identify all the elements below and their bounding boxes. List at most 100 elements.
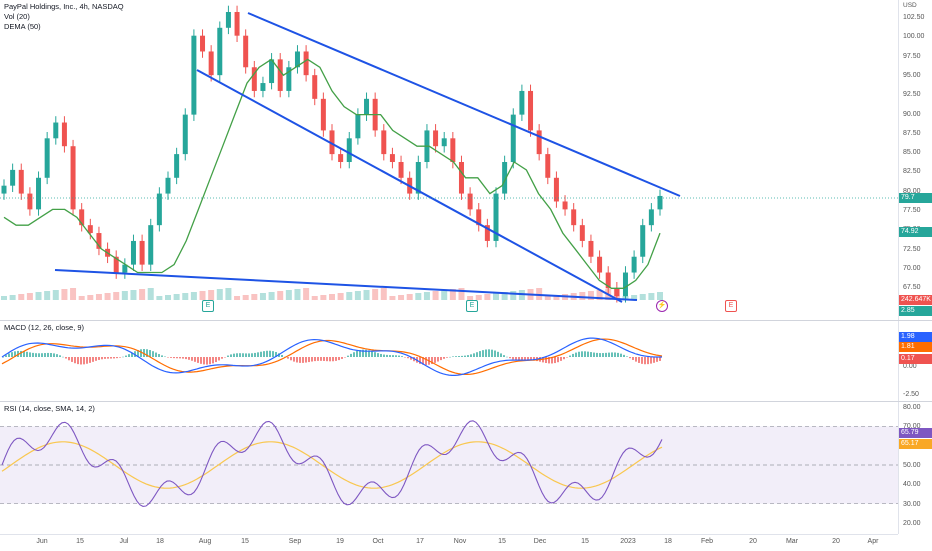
candle-body: [467, 193, 473, 210]
rsi-chart[interactable]: [0, 402, 898, 534]
macd-histogram-bar: [617, 352, 619, 357]
macd-pane[interactable]: MACD (12, 26, close, 9): [0, 321, 898, 401]
last-value-badge: 1.98: [899, 332, 932, 342]
macd-histogram-bar: [257, 352, 259, 357]
macd-histogram-bar: [626, 356, 628, 357]
earnings-marker[interactable]: E: [466, 300, 478, 312]
macd-line: [1, 337, 662, 377]
candle-body: [597, 256, 603, 273]
rsi-pane[interactable]: RSI (14, close, SMA, 14, 2): [0, 402, 898, 534]
price-legend: PayPal Holdings, Inc., 4h, NASDAQ Vol (2…: [4, 2, 124, 32]
macd-histogram-bar: [470, 354, 472, 357]
pane-divider[interactable]: [0, 320, 932, 321]
macd-histogram-bar: [404, 357, 406, 358]
price-chart[interactable]: [0, 0, 898, 320]
time-tick-label: 2023: [620, 538, 636, 545]
candle-body: [415, 162, 421, 194]
macd-chart[interactable]: [0, 321, 898, 401]
macd-histogram-bar: [605, 352, 607, 357]
macd-histogram-bar: [248, 353, 250, 357]
volume-bar: [415, 293, 422, 300]
macd-histogram-bar: [398, 355, 400, 357]
axis-tick-label: 77.50: [903, 207, 921, 214]
dema-indicator-label[interactable]: DEMA (50): [4, 22, 41, 31]
volume-bar: [70, 288, 77, 300]
macd-histogram-bar: [647, 357, 649, 365]
candle-body: [122, 264, 128, 273]
macd-histogram-bar: [482, 350, 484, 357]
macd-histogram-bar: [122, 356, 124, 358]
last-value-badge: 65.79: [899, 428, 932, 438]
macd-histogram-bar: [593, 352, 595, 357]
volume-bar: [501, 292, 508, 300]
macd-histogram-bar: [53, 353, 55, 357]
macd-histogram-bar: [89, 357, 91, 363]
volume-indicator-label[interactable]: Vol (20): [4, 12, 30, 21]
macd-histogram-bar: [125, 355, 127, 357]
macd-histogram-bar: [386, 354, 388, 357]
volume-bar: [130, 290, 137, 300]
axis-tick-label: 67.50: [903, 284, 921, 292]
macd-histogram-bar: [338, 357, 340, 361]
macd-title[interactable]: MACD (12, 26, close, 9): [4, 323, 85, 332]
volume-bar: [303, 288, 310, 300]
split-marker[interactable]: ⚡: [656, 300, 668, 312]
volume-bar: [259, 293, 266, 300]
macd-histogram-bar: [497, 351, 499, 357]
macd-histogram-bar: [197, 357, 199, 363]
macd-histogram-bar: [302, 357, 304, 363]
candle-body: [631, 256, 637, 273]
macd-histogram-bar: [254, 352, 256, 357]
rsi-axis[interactable]: 80.0070.0060.0050.0040.0030.0020.0065.79…: [898, 402, 932, 534]
candle-body: [450, 138, 456, 162]
macd-histogram-bar: [335, 357, 337, 361]
symbol-title: PayPal Holdings, Inc., 4h, NASDAQ: [4, 2, 124, 11]
volume-bar: [234, 296, 241, 300]
volume-bar: [1, 296, 7, 300]
time-tick-label: 15: [581, 538, 589, 545]
volume-bar: [423, 292, 430, 300]
macd-histogram-bar: [182, 357, 184, 359]
volume-bar: [380, 288, 387, 300]
volume-bar: [165, 295, 171, 300]
volume-bar: [277, 291, 284, 300]
candle-body: [519, 90, 525, 115]
macd-histogram-bar: [599, 353, 601, 357]
macd-histogram-bar: [5, 355, 7, 357]
macd-histogram-bar: [77, 357, 79, 365]
macd-axis[interactable]: 2.500.00-2.501.981.810.17: [898, 321, 932, 401]
axis-tick-label: 72.50: [903, 245, 921, 253]
macd-histogram-bar: [566, 357, 568, 358]
macd-histogram-bar: [545, 357, 547, 364]
volume-bar: [432, 291, 439, 300]
candle-body: [389, 154, 395, 162]
volume-bar: [87, 295, 94, 300]
macd-histogram-bar: [38, 353, 40, 357]
macd-histogram-bar: [356, 350, 358, 357]
macd-signal-line: [1, 338, 663, 376]
price-pane[interactable]: PayPal Holdings, Inc., 4h, NASDAQ Vol (2…: [0, 0, 898, 320]
dividend-marker[interactable]: E: [725, 300, 737, 312]
macd-histogram-bar: [518, 357, 520, 361]
macd-histogram-bar: [326, 357, 328, 362]
earnings-marker[interactable]: E: [202, 300, 214, 312]
candle-body: [458, 162, 464, 194]
volume-bar: [631, 295, 638, 300]
candle-body: [502, 162, 508, 194]
candle-body: [355, 114, 361, 139]
axis-tick-label: 30.00: [903, 500, 921, 508]
macd-histogram-bar: [563, 357, 565, 360]
macd-histogram-bar: [110, 357, 112, 359]
pane-divider[interactable]: [0, 401, 932, 402]
rsi-title[interactable]: RSI (14, close, SMA, 14, 2): [4, 404, 95, 413]
macd-histogram-bar: [422, 357, 424, 365]
volume-bar: [9, 295, 16, 300]
macd-histogram-bar: [584, 351, 586, 357]
price-axis[interactable]: USD 102.50 100.00 97.50 95.00 92.50 90.00 87.5…: [898, 0, 932, 320]
macd-histogram-bar: [524, 357, 526, 361]
axis-tick-label: 70.00: [903, 264, 921, 272]
axis-tick-label: 20.00: [903, 519, 921, 527]
volume-bar: [61, 289, 68, 300]
macd-histogram-bar: [461, 355, 463, 357]
time-axis[interactable]: Jun 15 Jul 18 Aug 15 Sep 19 Oct 17 Nov 15 Dec 15 2023 1…: [0, 534, 898, 551]
